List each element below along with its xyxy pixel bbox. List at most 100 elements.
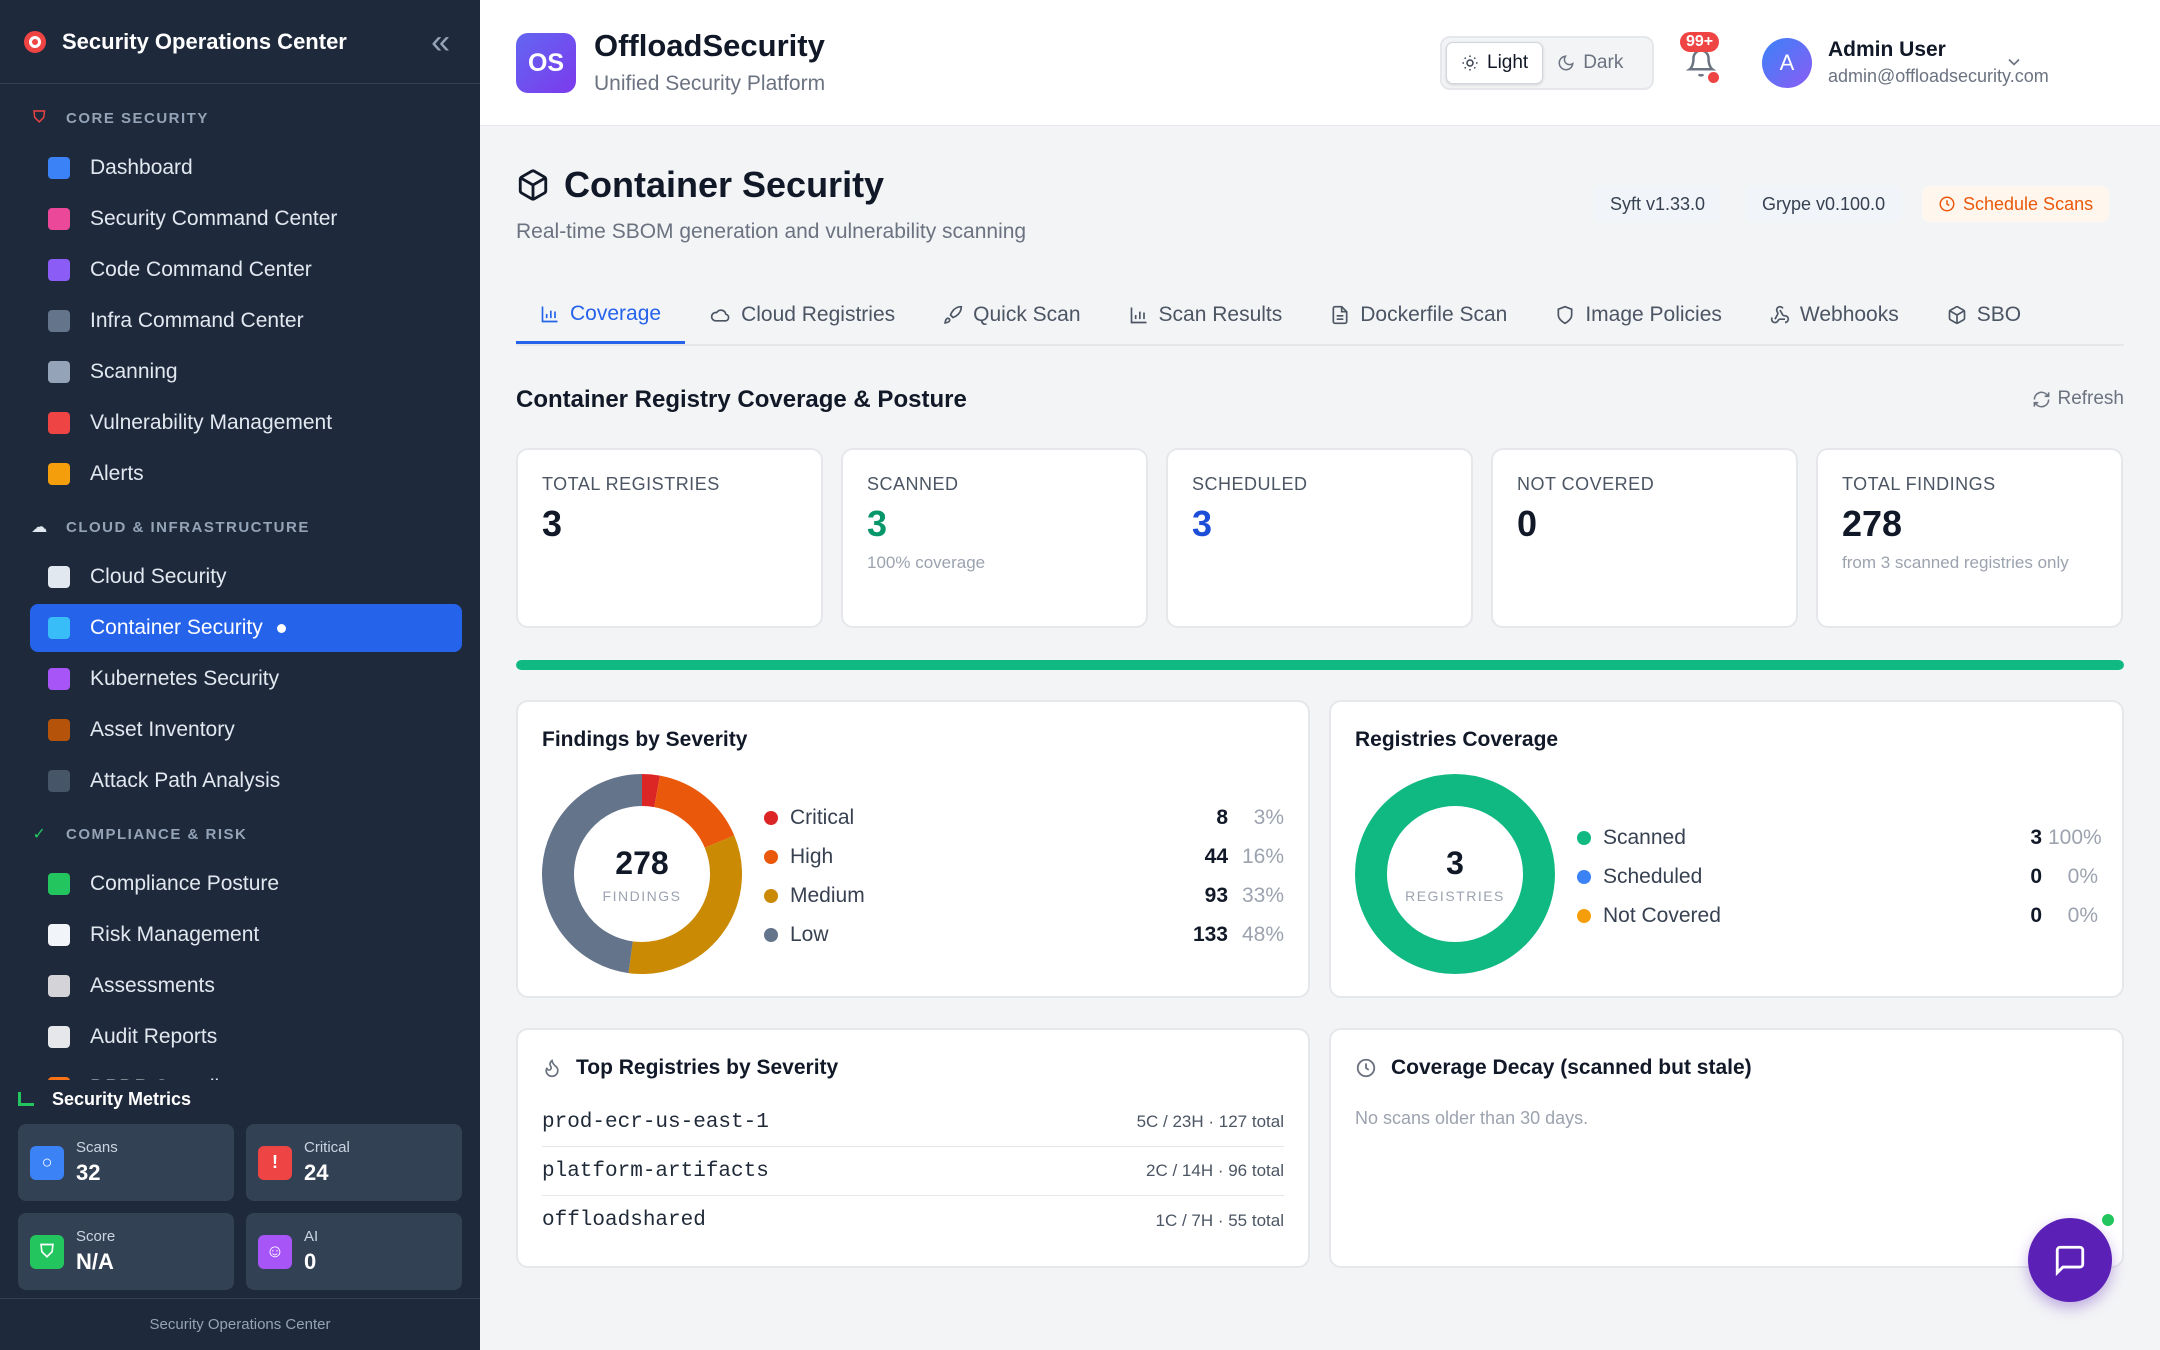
warning-icon: ! xyxy=(258,1145,292,1180)
legend-percent: 16% xyxy=(1241,844,1284,868)
sidebar-item-vulnerability-management[interactable]: Vulnerability Management xyxy=(30,399,462,447)
grype-version-badge: Grype v0.100.0 xyxy=(1746,186,1902,222)
sidebar-section-header: ⛉ CORE SECURITY xyxy=(0,92,480,144)
sidebar-item-kubernetes-security[interactable]: Kubernetes Security xyxy=(30,655,462,703)
sidebar-item-security-command-center[interactable]: Security Command Center xyxy=(30,195,462,243)
legend-dot xyxy=(764,810,778,825)
user-name[interactable]: Admin User xyxy=(1828,38,1946,61)
legend-value: 3 xyxy=(2030,825,2042,849)
legend-percent: 0% xyxy=(2067,903,2098,927)
sidebar-item-code-command-center[interactable]: Code Command Center xyxy=(30,246,462,294)
clipboard-icon xyxy=(48,975,70,997)
coverage-slice-scanned xyxy=(1355,774,1555,974)
legend-row-critical: Critical 8 3% xyxy=(764,798,1284,837)
shield-icon: ⛉ xyxy=(30,1234,64,1269)
tab-dockerfile-scan[interactable]: Dockerfile Scan xyxy=(1306,286,1531,344)
sidebar-item-label: Audit Reports xyxy=(90,1025,218,1048)
sidebar-title: Security Operations Center xyxy=(62,28,347,54)
theme-light-label: Light xyxy=(1487,52,1529,73)
sidebar-item-alerts[interactable]: Alerts xyxy=(30,450,462,498)
package-icon xyxy=(48,719,70,741)
table-row[interactable]: platform-artifacts 2C / 14H · 96 total xyxy=(542,1147,1284,1196)
sidebar-section-label: CORE SECURITY xyxy=(66,109,209,127)
flag-icon xyxy=(48,1077,70,1080)
cloud-icon xyxy=(710,309,730,322)
sidebar-item-compliance-posture[interactable]: Compliance Posture xyxy=(30,860,462,908)
sidebar-item-attack-path-analysis[interactable]: Attack Path Analysis xyxy=(30,757,462,805)
sidebar-item-dpdp-compliance[interactable]: DPDP Compliance xyxy=(30,1064,462,1080)
legend-name: Scanned xyxy=(1603,825,1686,849)
table-row[interactable]: offloadshared 1C / 7H · 55 total xyxy=(542,1196,1284,1245)
theme-light-button[interactable]: Light xyxy=(1446,42,1544,84)
brand-name: OffloadSecurity xyxy=(594,28,825,63)
sidebar-item-label: Kubernetes Security xyxy=(90,667,280,690)
cloud-icon: ☁ xyxy=(31,519,49,536)
metric-card-critical[interactable]: ! Critical 24 xyxy=(246,1124,462,1201)
avatar[interactable]: A xyxy=(1762,38,1812,88)
metric-text: Score N/A xyxy=(76,1228,115,1275)
chat-online-dot xyxy=(2100,1212,2116,1228)
sidebar-item-label: Container Security xyxy=(90,616,263,639)
tab-quick-scan[interactable]: Quick Scan xyxy=(919,286,1104,344)
sidebar-item-risk-management[interactable]: Risk Management xyxy=(30,911,462,959)
legend-name: Low xyxy=(790,922,829,946)
metric-card-score[interactable]: ⛉ Score N/A xyxy=(18,1213,234,1290)
sidebar-item-infra-command-center[interactable]: Infra Command Center xyxy=(30,297,462,345)
sidebar-item-cloud-security[interactable]: Cloud Security xyxy=(30,553,462,601)
legend-percent: 33% xyxy=(1241,883,1284,907)
collapse-sidebar-icon[interactable]: « xyxy=(431,22,450,61)
sidebar-item-label: Asset Inventory xyxy=(90,718,235,741)
brand-logo[interactable]: OS xyxy=(516,33,576,93)
coverage-progress-fill xyxy=(516,660,2124,670)
sidebar-item-assessments[interactable]: Assessments xyxy=(30,962,462,1010)
tab-cloud-registries[interactable]: Cloud Registries xyxy=(685,286,919,344)
top-header: OS OffloadSecurity Unified Security Plat… xyxy=(480,0,2160,126)
sidebar-item-container-security[interactable]: Container Security xyxy=(30,604,462,652)
findings-donut-chart xyxy=(542,774,742,974)
coverage-legend: Scanned 3 100% Scheduled 0 0% Not Covered 0 0% xyxy=(1577,818,2102,935)
coverage-decay-label: Coverage Decay (scanned but stale) xyxy=(1391,1056,1752,1079)
sidebar-section-header: ☁ CLOUD & INFRASTRUCTURE xyxy=(0,501,480,553)
theme-dark-button[interactable]: Dark xyxy=(1543,42,1637,84)
sidebar-item-audit-reports[interactable]: Audit Reports xyxy=(30,1013,462,1061)
sidebar-item-asset-inventory[interactable]: Asset Inventory xyxy=(30,706,462,754)
legend-value: 0 xyxy=(2030,864,2042,888)
metric-card-scans[interactable]: ○ Scans 32 xyxy=(18,1124,234,1201)
registries-coverage-card: Registries Coverage 3 REGISTRIES Scanned… xyxy=(1329,700,2124,998)
sidebar-item-scanning[interactable]: Scanning xyxy=(30,348,462,396)
stat-value: 3 xyxy=(1192,503,1213,544)
legend-dot xyxy=(1577,908,1591,923)
tab-coverage[interactable]: Coverage xyxy=(516,286,686,344)
stat-note: from 3 scanned registries only xyxy=(1842,553,2069,572)
chat-icon xyxy=(2055,1245,2085,1277)
tab-label: SBO xyxy=(1976,303,2022,326)
legend-percent: 0% xyxy=(2067,864,2098,888)
tab-image-policies[interactable]: Image Policies xyxy=(1531,286,1746,344)
shield-icon: ⛉ xyxy=(33,109,47,126)
chat-button[interactable] xyxy=(2028,1218,2112,1302)
stat-value: 3 xyxy=(867,503,888,544)
sidebar-item-label: Infra Command Center xyxy=(90,309,304,332)
table-row[interactable]: prod-ecr-us-east-1 5C / 23H · 127 total xyxy=(542,1098,1284,1147)
coverage-progress-bar xyxy=(516,660,2124,670)
bar-chart-icon xyxy=(18,1092,34,1106)
tab-label: Dockerfile Scan xyxy=(1360,303,1508,326)
metric-card-ai[interactable]: ☺ AI 0 xyxy=(246,1213,462,1290)
sidebar-item-dashboard[interactable]: Dashboard xyxy=(30,144,462,192)
tab-sbom[interactable]: SBO xyxy=(1923,286,2045,344)
schedule-scans-button[interactable]: Schedule Scans xyxy=(1922,186,2110,222)
sidebar-section-label: CLOUD & INFRASTRUCTURE xyxy=(66,518,310,536)
tab-scan-results[interactable]: Scan Results xyxy=(1105,286,1307,344)
chevron-down-icon[interactable] xyxy=(2004,52,2024,72)
metric-label: Critical xyxy=(304,1139,350,1156)
registry-severity-summary: 2C / 14H · 96 total xyxy=(1146,1161,1284,1180)
legend-row-medium: Medium 93 33% xyxy=(764,876,1284,915)
tab-webhooks[interactable]: Webhooks xyxy=(1746,286,1923,344)
active-indicator-dot xyxy=(276,623,286,633)
notification-badge: 99+ xyxy=(1680,32,1720,52)
legend-value: 8 xyxy=(1216,805,1228,829)
findings-total-label: FINDINGS xyxy=(602,887,682,904)
refresh-button[interactable]: Refresh xyxy=(2032,388,2124,410)
stat-value: 3 xyxy=(542,503,563,544)
check-icon xyxy=(48,873,70,895)
